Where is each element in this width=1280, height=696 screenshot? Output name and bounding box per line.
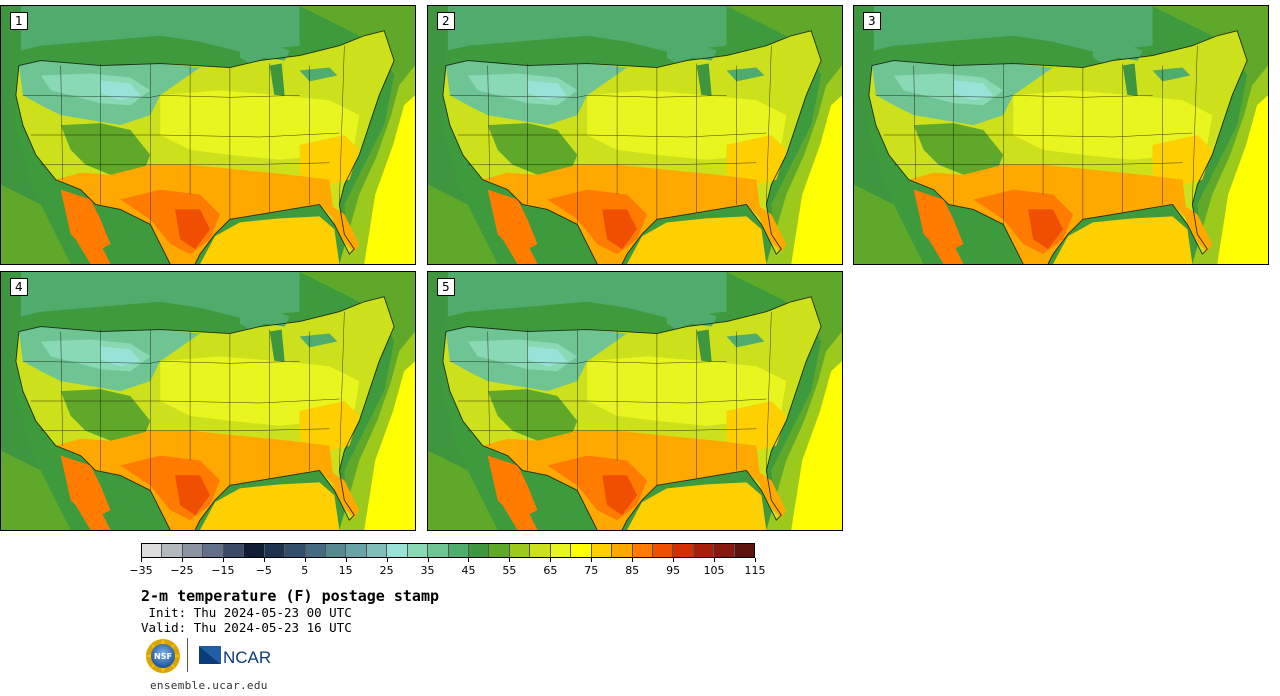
colorbar-tick-label: 115 (744, 564, 766, 577)
colorbar-segment (612, 544, 633, 557)
colorbar-segment (264, 544, 286, 557)
colorbar-tick (345, 558, 347, 562)
colorbar-tick (427, 558, 429, 562)
logo-divider (187, 638, 188, 672)
colorbar-segment (469, 544, 490, 557)
chart-title: 2-m temperature (F) postage stamp (141, 587, 440, 605)
colorbar-segment (693, 544, 715, 557)
colorbar-segment (509, 544, 531, 557)
colorbar-tick (141, 558, 142, 562)
colorbar-segment (162, 544, 183, 557)
temperature-map (1, 6, 415, 264)
colorbar-segment (734, 544, 755, 557)
map-panel-2: 2 (427, 5, 843, 265)
colorbar-tick-label: 85 (625, 564, 640, 577)
colorbar-segment (673, 544, 694, 557)
colorbar-segment (407, 544, 429, 557)
ncar-logo: NCAR (199, 646, 271, 667)
colorbar-tick-label: 75 (584, 564, 599, 577)
init-time: Init: Thu 2024-05-23 00 UTC (141, 605, 352, 620)
nsf-logo: NSF (145, 638, 181, 674)
map-panel-3: 3 (853, 5, 1269, 265)
ensemble-member-label: 5 (437, 278, 455, 296)
colorbar-tick-label: 55 (502, 564, 517, 577)
colorbar-segment (489, 544, 510, 557)
ensemble-member-label: 2 (437, 12, 455, 30)
colorbar-tick (304, 558, 306, 562)
temperature-map (428, 6, 842, 264)
valid-time: Valid: Thu 2024-05-23 16 UTC (141, 620, 352, 635)
colorbar-tick (386, 558, 388, 562)
colorbar-segment (387, 544, 408, 557)
colorbar-tick-label: 25 (379, 564, 394, 577)
colorbar-segment (428, 544, 449, 557)
colorbar-segment (571, 544, 592, 557)
colorbar-tick (591, 558, 593, 562)
colorbar-tick (632, 558, 634, 562)
colorbar-tick-label: −5 (255, 564, 272, 577)
colorbar-segment (448, 544, 469, 557)
colorbar-tick-labels: −35 −25 −15 −5 5 15 25 35 45 55 65 75 85 95 105 115 (129, 558, 766, 578)
colorbar-tick (550, 558, 552, 562)
colorbar-segment (550, 544, 572, 557)
colorbar-tick-label: 105 (703, 564, 725, 577)
map-panel-1: 1 (0, 5, 416, 265)
colorbar-segment (223, 544, 245, 557)
colorbar-tick (673, 558, 675, 562)
temperature-map (428, 272, 842, 530)
colorbar-tick (263, 558, 265, 562)
colorbar-tick-label: 95 (666, 564, 681, 577)
colorbar-segment (530, 544, 551, 557)
colorbar-tick-label: −25 (170, 564, 194, 577)
colorbar-segment (632, 544, 653, 557)
colorbar-tick (714, 558, 716, 562)
ensemble-member-label: 1 (10, 12, 28, 30)
temperature-map (854, 6, 1268, 264)
colorbar-tick (181, 558, 183, 562)
colorbar-segment (325, 544, 347, 557)
temperature-map (1, 272, 415, 530)
ensemble-member-label: 4 (10, 278, 28, 296)
colorbar-tick-label: −15 (211, 564, 235, 577)
colorbar-segment (142, 544, 163, 557)
colorbar-tick-label: 35 (420, 564, 435, 577)
colorbar-segment (203, 544, 224, 557)
svg-text:NSF: NSF (154, 652, 172, 661)
colorbar-tick-label: −35 (129, 564, 153, 577)
colorbar-tick-label: 15 (338, 564, 353, 577)
map-panel-4: 4 (0, 271, 416, 531)
colorbar-tick-label: 65 (543, 564, 558, 577)
colorbar-segment (182, 544, 204, 557)
colorbar-segment (285, 544, 306, 557)
colorbar-tick-label: 5 (301, 564, 309, 577)
colorbar-segment (305, 544, 326, 557)
colorbar-segment (244, 544, 265, 557)
colorbar-tick-label: 45 (461, 564, 476, 577)
site-url: ensemble.ucar.edu (150, 679, 268, 692)
colorbar-tick (509, 558, 511, 562)
colorbar-tick (468, 558, 470, 562)
colorbar-segment (346, 544, 367, 557)
colorbar-segment (714, 544, 735, 557)
colorbar-segment (591, 544, 613, 557)
ensemble-member-label: 3 (863, 12, 881, 30)
temperature-colorbar (141, 543, 755, 558)
colorbar-segment (366, 544, 388, 557)
colorbar-tick (222, 558, 224, 562)
map-panel-5: 5 (427, 271, 843, 531)
svg-text:NCAR: NCAR (223, 648, 271, 667)
colorbar-tick (755, 558, 756, 562)
colorbar-segment (652, 544, 674, 557)
